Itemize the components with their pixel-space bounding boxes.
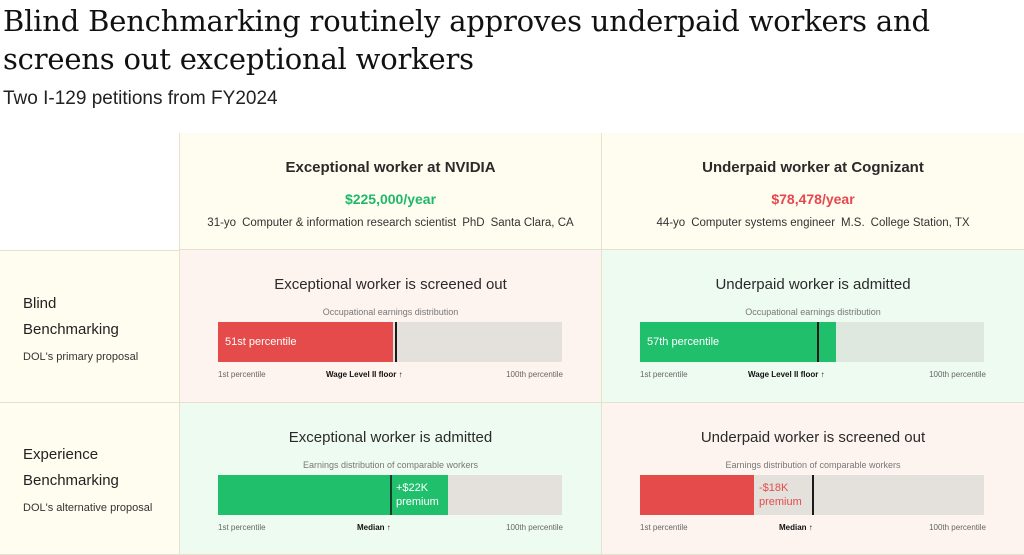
- chart-subtitle: Two I-129 petitions from FY2024: [3, 88, 278, 109]
- distribution-bar: 51st percentile: [218, 322, 562, 362]
- axis-right-label: 100th percentile: [506, 370, 563, 379]
- cell-title: Underpaid worker is screened out: [700, 429, 926, 446]
- axis-right-label: 100th percentile: [506, 523, 563, 532]
- bar-fill-label: 57th percentile: [647, 336, 720, 348]
- cell-experience-cognizant: Underpaid worker is screened out Earning…: [601, 403, 1024, 555]
- worker-description: 44-yo Computer systems engineer M.S. Colleg…: [656, 217, 970, 229]
- column-title: Exceptional worker at NVIDIA: [285, 159, 496, 176]
- distribution-label: Earnings distribution of comparable work…: [302, 460, 479, 470]
- distribution-label: Occupational earnings distribution: [745, 307, 881, 317]
- row-subtitle: DOL's primary proposal: [23, 351, 139, 363]
- distribution-bar: 57th percentile: [640, 322, 984, 362]
- salary: $225,000/year: [344, 191, 437, 207]
- bar-fill: [218, 475, 449, 515]
- cell-experience-nvidia: Exceptional worker is admitted Earnings …: [179, 403, 601, 555]
- row-name: Experience Benchmarking: [23, 446, 119, 489]
- cell-blind-nvidia: Exceptional worker is screened out Occup…: [179, 250, 601, 403]
- marker-label: Wage Level II floor ↑: [326, 370, 403, 379]
- row-header-blind: Blind Benchmarking DOL's primary proposal: [0, 250, 179, 403]
- bar-fill-label: -$18K premium: [759, 482, 802, 508]
- bar-fill: [640, 475, 754, 515]
- distribution-bar: -$18K premium: [640, 475, 984, 515]
- axis-left-label: 1st percentile: [640, 523, 688, 532]
- column-header-nvidia: Exceptional worker at NVIDIA $225,000/ye…: [179, 133, 601, 250]
- worker-description: 31-yo Computer & information research sci…: [207, 217, 574, 229]
- row-subtitle: DOL's alternative proposal: [23, 502, 153, 514]
- cell-title: Underpaid worker is admitted: [715, 276, 911, 293]
- marker-label: Wage Level II floor ↑: [748, 370, 825, 379]
- salary: $78,478/year: [771, 191, 855, 207]
- threshold-marker: [395, 322, 398, 362]
- bar-fill-label: 51st percentile: [225, 336, 297, 348]
- chart-title: Blind Benchmarking routinely approves un…: [3, 4, 930, 76]
- cell-title: Exceptional worker is screened out: [274, 276, 507, 293]
- bar-fill: [640, 322, 837, 362]
- bar-fill: [218, 322, 394, 362]
- marker-label: Median ↑: [779, 523, 813, 532]
- cell-title: Exceptional worker is admitted: [288, 429, 493, 446]
- distribution-label: Occupational earnings distribution: [322, 307, 459, 317]
- column-header-cognizant: Underpaid worker at Cognizant $78,478/ye…: [601, 133, 1024, 250]
- cell-blind-cognizant: Underpaid worker is admitted Occupationa…: [601, 250, 1024, 403]
- axis-left-label: 1st percentile: [640, 370, 688, 379]
- row-header-experience: Experience Benchmarking DOL's alternative…: [0, 403, 179, 555]
- marker-label: Median ↑: [357, 523, 391, 532]
- row-name: Blind Benchmarking: [23, 295, 119, 338]
- axis-left-label: 1st percentile: [218, 523, 266, 532]
- axis-right-label: 100th percentile: [929, 370, 986, 379]
- median-marker: [812, 475, 814, 515]
- axis-left-label: 1st percentile: [218, 370, 266, 379]
- median-marker: [390, 475, 392, 515]
- distribution-label: Earnings distribution of comparable work…: [725, 460, 901, 470]
- threshold-marker: [817, 322, 820, 362]
- distribution-bar: +$22K premium: [218, 475, 562, 515]
- column-title: Underpaid worker at Cognizant: [702, 159, 924, 176]
- axis-right-label: 100th percentile: [929, 523, 986, 532]
- bar-fill-label: +$22K premium: [396, 482, 439, 508]
